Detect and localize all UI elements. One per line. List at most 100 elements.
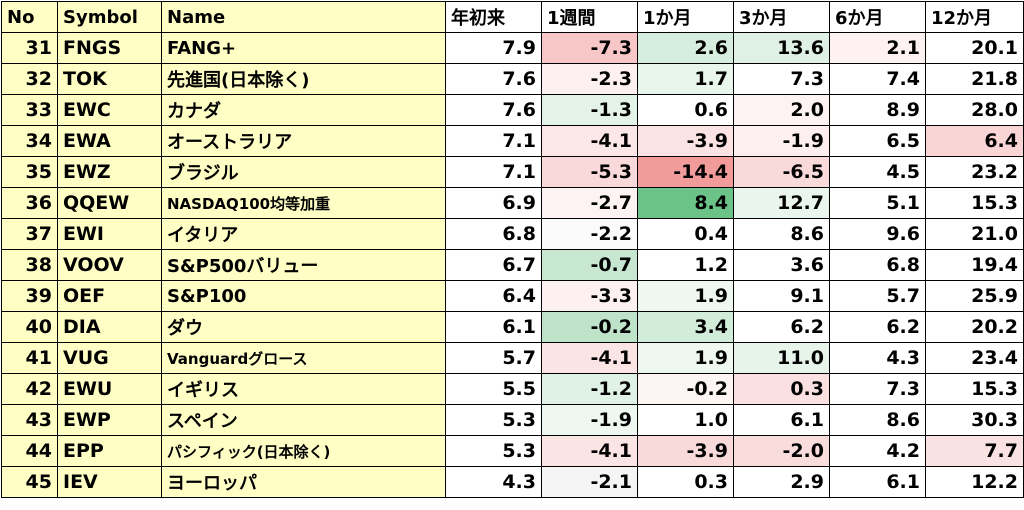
table-row: 45 IEV ヨーロッパ 4.3 -2.1 0.3 2.9 6.1 12.2 xyxy=(1,466,1024,498)
cell-no: 43 xyxy=(1,404,58,436)
table-row: 31 FNGS FANG+ 7.9 -7.3 2.6 13.6 2.1 20.1 xyxy=(1,32,1024,64)
cell-no: 45 xyxy=(1,466,58,498)
cell-name: イタリア xyxy=(161,218,446,250)
cell-no: 40 xyxy=(1,311,58,343)
cell-name: ブラジル xyxy=(161,156,446,188)
cell-3m: -2.0 xyxy=(733,435,830,467)
cell-1m: 0.3 xyxy=(637,466,734,498)
cell-name: ヨーロッパ xyxy=(161,466,446,498)
header-symbol: Symbol xyxy=(57,1,162,33)
cell-1w: -7.3 xyxy=(541,32,638,64)
cell-1w: -2.7 xyxy=(541,187,638,219)
cell-1w: -2.2 xyxy=(541,218,638,250)
header-3m: 3か月 xyxy=(733,1,830,33)
cell-name: Vanguardグロース xyxy=(161,342,446,374)
table-row: 44 EPP パシフィック(日本除く) 5.3 -4.1 -3.9 -2.0 4.2 7.7 xyxy=(1,435,1024,467)
table-row: 42 EWU イギリス 5.5 -1.2 -0.2 0.3 7.3 15.3 xyxy=(1,373,1024,405)
cell-1w: -4.1 xyxy=(541,342,638,374)
cell-3m: 8.6 xyxy=(733,218,830,250)
cell-symbol: EWA xyxy=(57,125,162,157)
cell-ytd: 6.7 xyxy=(445,249,542,281)
cell-no: 35 xyxy=(1,156,58,188)
cell-3m: -1.9 xyxy=(733,125,830,157)
header-1m: 1か月 xyxy=(637,1,734,33)
cell-no: 32 xyxy=(1,63,58,95)
cell-6m: 6.1 xyxy=(829,466,926,498)
cell-1w: -4.1 xyxy=(541,435,638,467)
cell-name: カナダ xyxy=(161,94,446,126)
header-1w: 1週間 xyxy=(541,1,638,33)
cell-symbol: TOK xyxy=(57,63,162,95)
table-row: 40 DIA ダウ 6.1 -0.2 3.4 6.2 6.2 20.2 xyxy=(1,311,1024,343)
cell-ytd: 5.5 xyxy=(445,373,542,405)
cell-3m: 6.1 xyxy=(733,404,830,436)
cell-12m: 23.4 xyxy=(925,342,1024,374)
cell-1w: -4.1 xyxy=(541,125,638,157)
cell-3m: 7.3 xyxy=(733,63,830,95)
cell-name: S&P500バリュー xyxy=(161,249,446,281)
cell-1w: -0.7 xyxy=(541,249,638,281)
cell-symbol: DIA xyxy=(57,311,162,343)
cell-no: 33 xyxy=(1,94,58,126)
cell-1m: 0.4 xyxy=(637,218,734,250)
cell-1m: -3.9 xyxy=(637,125,734,157)
cell-name: S&P100 xyxy=(161,280,446,312)
cell-3m: 11.0 xyxy=(733,342,830,374)
cell-1m: 1.9 xyxy=(637,342,734,374)
cell-12m: 19.4 xyxy=(925,249,1024,281)
cell-6m: 6.5 xyxy=(829,125,926,157)
cell-12m: 15.3 xyxy=(925,187,1024,219)
table-row: 36 QQEW NASDAQ100均等加重 6.9 -2.7 8.4 12.7 5.1 15.3 xyxy=(1,187,1024,219)
cell-ytd: 6.8 xyxy=(445,218,542,250)
cell-name: オーストラリア xyxy=(161,125,446,157)
cell-symbol: EWC xyxy=(57,94,162,126)
cell-6m: 7.4 xyxy=(829,63,926,95)
cell-1m: 3.4 xyxy=(637,311,734,343)
cell-3m: 6.2 xyxy=(733,311,830,343)
cell-no: 34 xyxy=(1,125,58,157)
cell-12m: 23.2 xyxy=(925,156,1024,188)
cell-12m: 6.4 xyxy=(925,125,1024,157)
header-12m: 12か月 xyxy=(925,1,1024,33)
cell-name: NASDAQ100均等加重 xyxy=(161,187,446,219)
cell-12m: 25.9 xyxy=(925,280,1024,312)
cell-6m: 4.2 xyxy=(829,435,926,467)
cell-3m: 2.0 xyxy=(733,94,830,126)
cell-ytd: 4.3 xyxy=(445,466,542,498)
table-row: 33 EWC カナダ 7.6 -1.3 0.6 2.0 8.9 28.0 xyxy=(1,94,1024,126)
cell-12m: 28.0 xyxy=(925,94,1024,126)
cell-6m: 4.5 xyxy=(829,156,926,188)
cell-no: 38 xyxy=(1,249,58,281)
cell-no: 31 xyxy=(1,32,58,64)
header-ytd: 年初来 xyxy=(445,1,542,33)
cell-name: ダウ xyxy=(161,311,446,343)
cell-symbol: EWI xyxy=(57,218,162,250)
table-row: 38 VOOV S&P500バリュー 6.7 -0.7 1.2 3.6 6.8 19.4 xyxy=(1,249,1024,281)
cell-1w: -1.2 xyxy=(541,373,638,405)
cell-1m: 1.9 xyxy=(637,280,734,312)
cell-1m: 8.4 xyxy=(637,187,734,219)
table-body: 31 FNGS FANG+ 7.9 -7.3 2.6 13.6 2.1 20.1 32 TOK 先進国… xyxy=(1,32,1024,498)
header-no: No xyxy=(1,1,58,33)
cell-1m: -3.9 xyxy=(637,435,734,467)
cell-12m: 20.1 xyxy=(925,32,1024,64)
cell-12m: 15.3 xyxy=(925,373,1024,405)
cell-symbol: IEV xyxy=(57,466,162,498)
cell-12m: 30.3 xyxy=(925,404,1024,436)
cell-12m: 20.2 xyxy=(925,311,1024,343)
cell-symbol: QQEW xyxy=(57,187,162,219)
cell-ytd: 7.1 xyxy=(445,125,542,157)
cell-symbol: FNGS xyxy=(57,32,162,64)
cell-3m: 12.7 xyxy=(733,187,830,219)
cell-1m: 1.0 xyxy=(637,404,734,436)
cell-name: FANG+ xyxy=(161,32,446,64)
cell-symbol: EWU xyxy=(57,373,162,405)
cell-1w: -2.3 xyxy=(541,63,638,95)
cell-no: 37 xyxy=(1,218,58,250)
table-row: 37 EWI イタリア 6.8 -2.2 0.4 8.6 9.6 21.0 xyxy=(1,218,1024,250)
cell-no: 42 xyxy=(1,373,58,405)
cell-3m: 13.6 xyxy=(733,32,830,64)
cell-ytd: 7.1 xyxy=(445,156,542,188)
cell-no: 39 xyxy=(1,280,58,312)
cell-12m: 7.7 xyxy=(925,435,1024,467)
